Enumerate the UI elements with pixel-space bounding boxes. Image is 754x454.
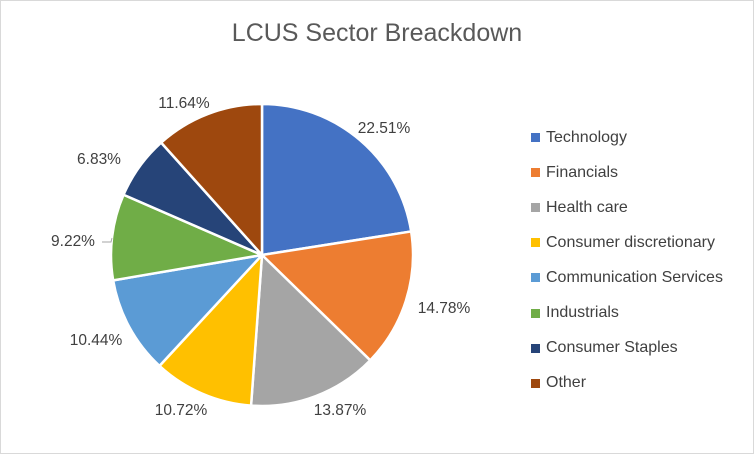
pie-slice-industrials — [109, 193, 264, 282]
legend-item-health-care: Health care — [531, 190, 723, 225]
legend-swatch — [531, 343, 540, 353]
legend-swatch — [531, 308, 540, 318]
label-leader-line — [102, 237, 113, 243]
pie-slice-other — [159, 102, 264, 257]
data-label-technology: 22.51% — [358, 120, 411, 137]
legend-label: Industrials — [546, 304, 619, 322]
data-label-consumer-discretionary: 10.72% — [155, 402, 208, 419]
legend-swatch — [531, 168, 540, 178]
legend-label: Financials — [546, 163, 619, 181]
legend-swatch — [531, 273, 540, 283]
data-label-industrials: 9.22% — [51, 233, 95, 250]
legend-item-consumer-staples: Consumer Staples — [531, 331, 723, 366]
legend-swatch — [531, 378, 540, 388]
chart-legend: Technology Financials Health care Consumer … — [531, 120, 723, 401]
pie-slice-financials — [260, 230, 415, 362]
legend-label: Other — [546, 374, 587, 392]
pie-slice-consumer-discretionary — [158, 253, 264, 407]
pie-slice-health-care — [249, 253, 372, 408]
data-label-consumer-staples: 6.83% — [77, 151, 121, 168]
data-label-other: 11.64% — [158, 95, 210, 112]
legend-label: Health care — [546, 198, 628, 216]
data-label-health-care: 13.87% — [314, 402, 367, 419]
data-label-financials: 14.78% — [418, 300, 471, 317]
legend-swatch — [531, 203, 540, 213]
legend-item-technology: Technology — [531, 120, 723, 155]
legend-label: Communication Services — [546, 268, 723, 286]
pie-slice-technology — [260, 102, 413, 257]
legend-item-industrials: Industrials — [531, 295, 723, 330]
pie-slice-communication-services — [111, 253, 264, 368]
legend-item-communication-services: Communication Services — [531, 260, 723, 295]
legend-item-financials: Financials — [531, 155, 723, 190]
legend-item-consumer-discretionary: Consumer discretionary — [531, 225, 723, 260]
legend-swatch — [531, 238, 540, 248]
legend-label: Technology — [546, 128, 627, 146]
data-label-communication-services: 10.44% — [70, 332, 123, 349]
legend-swatch — [531, 133, 540, 143]
legend-label: Consumer Staples — [546, 339, 678, 357]
chart-title: LCUS Sector Breackdown — [231, 19, 523, 47]
legend-label: Consumer discretionary — [546, 233, 715, 251]
legend-item-other: Other — [531, 366, 723, 401]
